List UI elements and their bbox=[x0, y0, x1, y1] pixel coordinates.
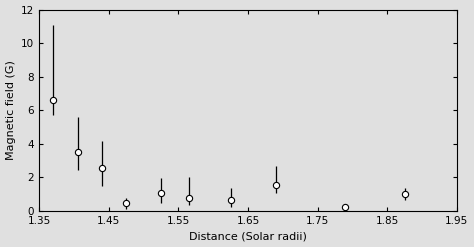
X-axis label: Distance (Solar radii): Distance (Solar radii) bbox=[189, 231, 307, 242]
Y-axis label: Magnetic field (G): Magnetic field (G) bbox=[6, 60, 16, 160]
